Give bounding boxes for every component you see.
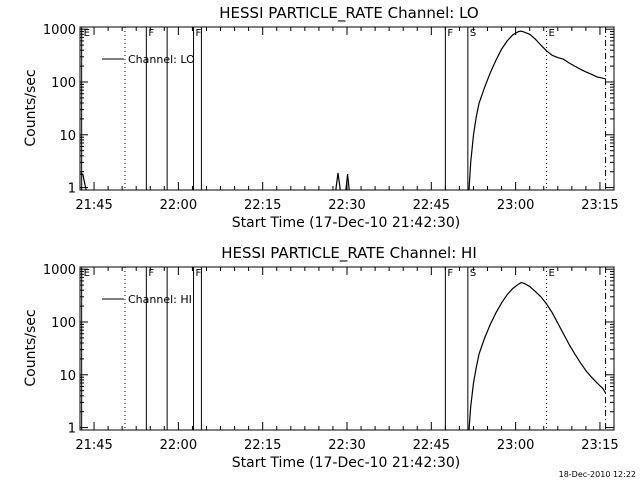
series-line — [345, 174, 350, 191]
x-tick-label: 23:15 — [581, 438, 618, 453]
x-tick-label: 21:45 — [75, 438, 112, 453]
plot-area: 21:45 22:00 22:15 22:30 22:45 23:00 23:15 1 10 10… — [43, 263, 619, 453]
lo-channel-panel: HESSI PARTICLE_RATE Channel: LO Counts/s… — [23, 4, 619, 231]
hi-channel-panel: HESSI PARTICLE_RATE Channel: HI Counts/s… — [23, 244, 619, 471]
x-tick-label: 21:45 — [75, 198, 112, 213]
x-tick-label: 23:15 — [581, 198, 618, 213]
event-marker-label: F — [196, 28, 202, 39]
y-tick-label: 1000 — [43, 263, 76, 278]
x-tick-label: 22:00 — [160, 438, 197, 453]
event-marker-label: F — [148, 268, 154, 279]
x-tick-label: 22:30 — [328, 438, 365, 453]
event-marker-label: E — [549, 28, 555, 39]
legend-label: Channel: LO — [128, 53, 195, 66]
event-marker-label: E — [549, 268, 555, 279]
chart-title: HESSI PARTICLE_RATE Channel: LO — [219, 4, 478, 23]
x-tick-label: 22:30 — [328, 198, 365, 213]
x-tick-label: 23:00 — [497, 198, 534, 213]
plot-frame — [79, 26, 615, 191]
y-axis-label: Counts/sec — [23, 309, 39, 386]
x-tick-label: 22:15 — [244, 198, 281, 213]
event-marker-label: S — [470, 268, 476, 279]
y-tick-label: 100 — [51, 316, 76, 331]
x-tick-label: 22:00 — [160, 198, 197, 213]
series-line — [80, 173, 87, 191]
y-tick-label: 1000 — [43, 23, 76, 38]
y-axis-label: Counts/sec — [23, 69, 39, 146]
y-tick-label: 1 — [68, 182, 76, 197]
series-line — [468, 30, 606, 191]
y-tick-label: 1 — [68, 422, 76, 437]
x-axis-label: Start Time (17-Dec-10 21:42:30) — [232, 455, 460, 471]
chart-title: HESSI PARTICLE_RATE Channel: HI — [221, 244, 477, 263]
x-tick-label: 22:45 — [413, 438, 450, 453]
y-tick-label: 10 — [59, 129, 76, 144]
series-line — [468, 281, 607, 431]
x-tick-label: 22:45 — [413, 198, 450, 213]
x-tick-label: 22:15 — [244, 438, 281, 453]
event-marker-label: F — [447, 268, 453, 279]
plot-frame — [79, 266, 615, 431]
x-axis-label: Start Time (17-Dec-10 21:42:30) — [232, 215, 460, 231]
event-marker-label: S — [470, 28, 476, 39]
event-marker-label: F — [196, 268, 202, 279]
event-marker-label: F — [447, 28, 453, 39]
series-line — [335, 172, 341, 191]
event-marker-label: F — [148, 28, 154, 39]
event-marker-label: E — [84, 28, 90, 39]
y-tick-label: 100 — [51, 76, 76, 91]
legend-label: Channel: HI — [128, 293, 192, 306]
plot-area: 21:45 22:00 22:15 22:30 22:45 23:00 23:15 1 10 10… — [43, 23, 619, 213]
timestamp-label: 18-Dec-2010 12:22 — [559, 470, 636, 479]
y-tick-label: 10 — [59, 369, 76, 384]
event-marker-label: E — [84, 268, 90, 279]
x-tick-label: 23:00 — [497, 438, 534, 453]
